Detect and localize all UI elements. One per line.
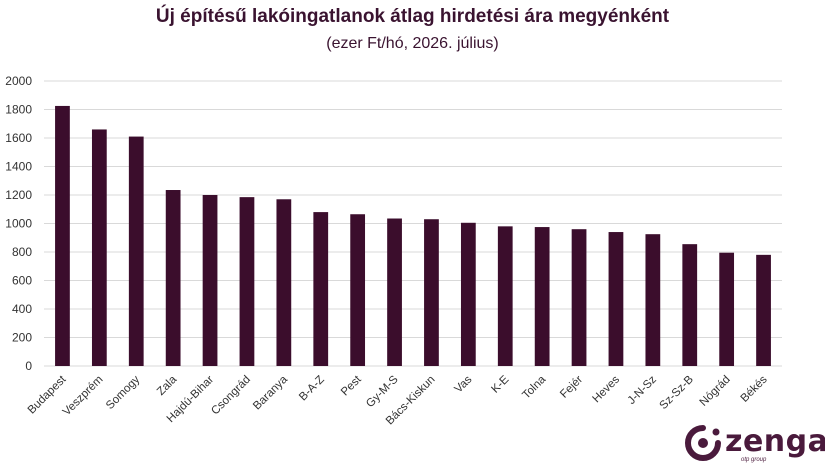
gridlines xyxy=(44,80,782,367)
bar-tolna xyxy=(534,227,550,366)
x-category-label: Fejér xyxy=(558,374,585,401)
y-tick-label: 1200 xyxy=(5,188,32,202)
bar-gy-m-s xyxy=(387,218,402,366)
bar-zala xyxy=(165,190,181,366)
x-category-label: Pest xyxy=(339,373,364,398)
bar-heves xyxy=(608,232,624,366)
x-category-label: Békés xyxy=(739,373,770,404)
bar-vas xyxy=(460,222,476,366)
y-tick-label: 1000 xyxy=(5,217,32,231)
y-tick-label: 400 xyxy=(12,302,32,316)
x-category-label: K-E xyxy=(489,373,511,395)
bar-baranya xyxy=(276,199,292,366)
bar-somogy xyxy=(128,136,144,366)
x-category-label: Nógrád xyxy=(698,374,733,409)
y-tick-label: 0 xyxy=(25,359,32,373)
bar-sz-sz-b xyxy=(682,244,698,366)
bar-hajdú-bihar xyxy=(202,195,218,366)
bar-békés xyxy=(756,254,771,366)
zenga-logo: zenga otp group xyxy=(683,424,825,464)
bar-bács-kiskun xyxy=(424,219,439,366)
bar-csongrád xyxy=(239,197,255,366)
x-category-label: Heves xyxy=(591,373,623,405)
bar-fejér xyxy=(571,229,587,366)
chart-title: Új építésű lakóingatlanok átlag hirdetés… xyxy=(155,6,670,27)
bar-nógrád xyxy=(719,252,735,366)
zenga-logo-icon xyxy=(685,425,721,461)
y-tick-label: 600 xyxy=(12,274,32,288)
y-tick-label: 800 xyxy=(12,245,32,259)
logo-subtext: otp group xyxy=(741,457,767,463)
bar-pest xyxy=(350,214,366,366)
bar-b-a-z xyxy=(313,212,329,366)
y-tick-label: 1400 xyxy=(5,160,32,174)
x-category-label: J-N-Sz xyxy=(626,373,660,407)
y-tick-label: 1600 xyxy=(5,131,32,145)
y-tick-label: 2000 xyxy=(5,74,32,88)
x-category-label: Baranya xyxy=(251,373,290,412)
x-category-label: Veszprém xyxy=(61,374,106,419)
chart-subtitle: (ezer Ft/hó, 2026. július) xyxy=(326,35,499,52)
x-category-label: Sz-Sz-B xyxy=(658,373,697,412)
bar-budapest xyxy=(55,105,70,366)
bar-k-e xyxy=(497,226,513,366)
x-category-label: Somogy xyxy=(104,373,142,411)
logo-wordmark: zenga xyxy=(725,424,825,459)
bar-j-n-sz xyxy=(645,234,661,366)
x-category-label: Vas xyxy=(453,373,475,395)
x-category-label: Gy-M-S xyxy=(364,373,401,410)
x-category-label: Zala xyxy=(155,373,180,398)
x-category-label: B-A-Z xyxy=(297,374,327,404)
y-tick-label: 200 xyxy=(12,331,32,345)
bars xyxy=(55,105,771,366)
y-tick-label: 1800 xyxy=(5,103,32,117)
x-category-label: Tolna xyxy=(520,373,548,401)
bar-veszprém xyxy=(91,129,107,366)
y-axis-ticks: 0 200 400 600 800 1000 1200 1400 1600 1800 2000 xyxy=(5,74,32,373)
x-category-label: Csongrád xyxy=(209,374,253,418)
